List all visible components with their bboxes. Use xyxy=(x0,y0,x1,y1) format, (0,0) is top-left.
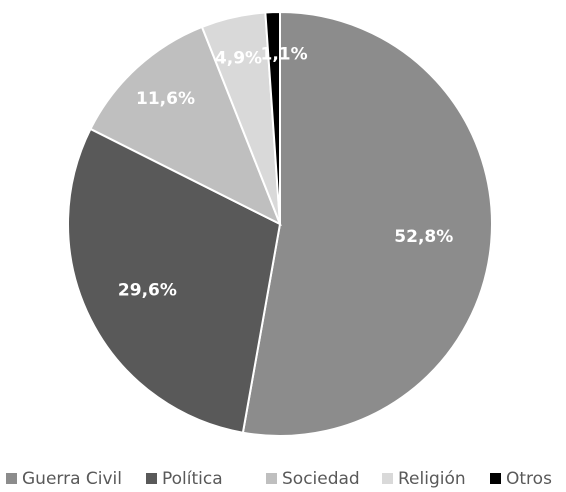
data-label: 52,8% xyxy=(394,227,453,247)
legend-swatch xyxy=(490,473,501,484)
legend: Guerra Civil Política Sociedad Religión Otro… xyxy=(6,469,552,489)
pie-slice-guerra-civil xyxy=(241,10,493,437)
legend-label: Guerra Civil xyxy=(22,469,122,488)
legend-label: Política xyxy=(162,469,223,488)
data-labels: 52,8% 29,6% 11,6% 4,9%1,1% xyxy=(118,45,453,301)
legend-label: Sociedad xyxy=(282,469,360,488)
pie-slices xyxy=(67,10,493,437)
data-label: 1,1% xyxy=(261,45,308,65)
legend-label: Otros xyxy=(506,469,552,488)
pie-slice-sociedad xyxy=(89,25,282,227)
legend-swatch xyxy=(146,473,157,484)
legend-swatch xyxy=(266,473,277,484)
legend-label: Religión xyxy=(398,469,466,488)
data-label: 11,6% xyxy=(136,89,195,109)
legend-swatch xyxy=(382,473,393,484)
legend-swatch xyxy=(6,473,17,484)
pie-slice-pol-tica xyxy=(67,127,282,434)
pie-slice-otros xyxy=(264,10,281,225)
data-label: 29,6% xyxy=(118,281,177,301)
data-label: 4,9% xyxy=(215,49,262,69)
